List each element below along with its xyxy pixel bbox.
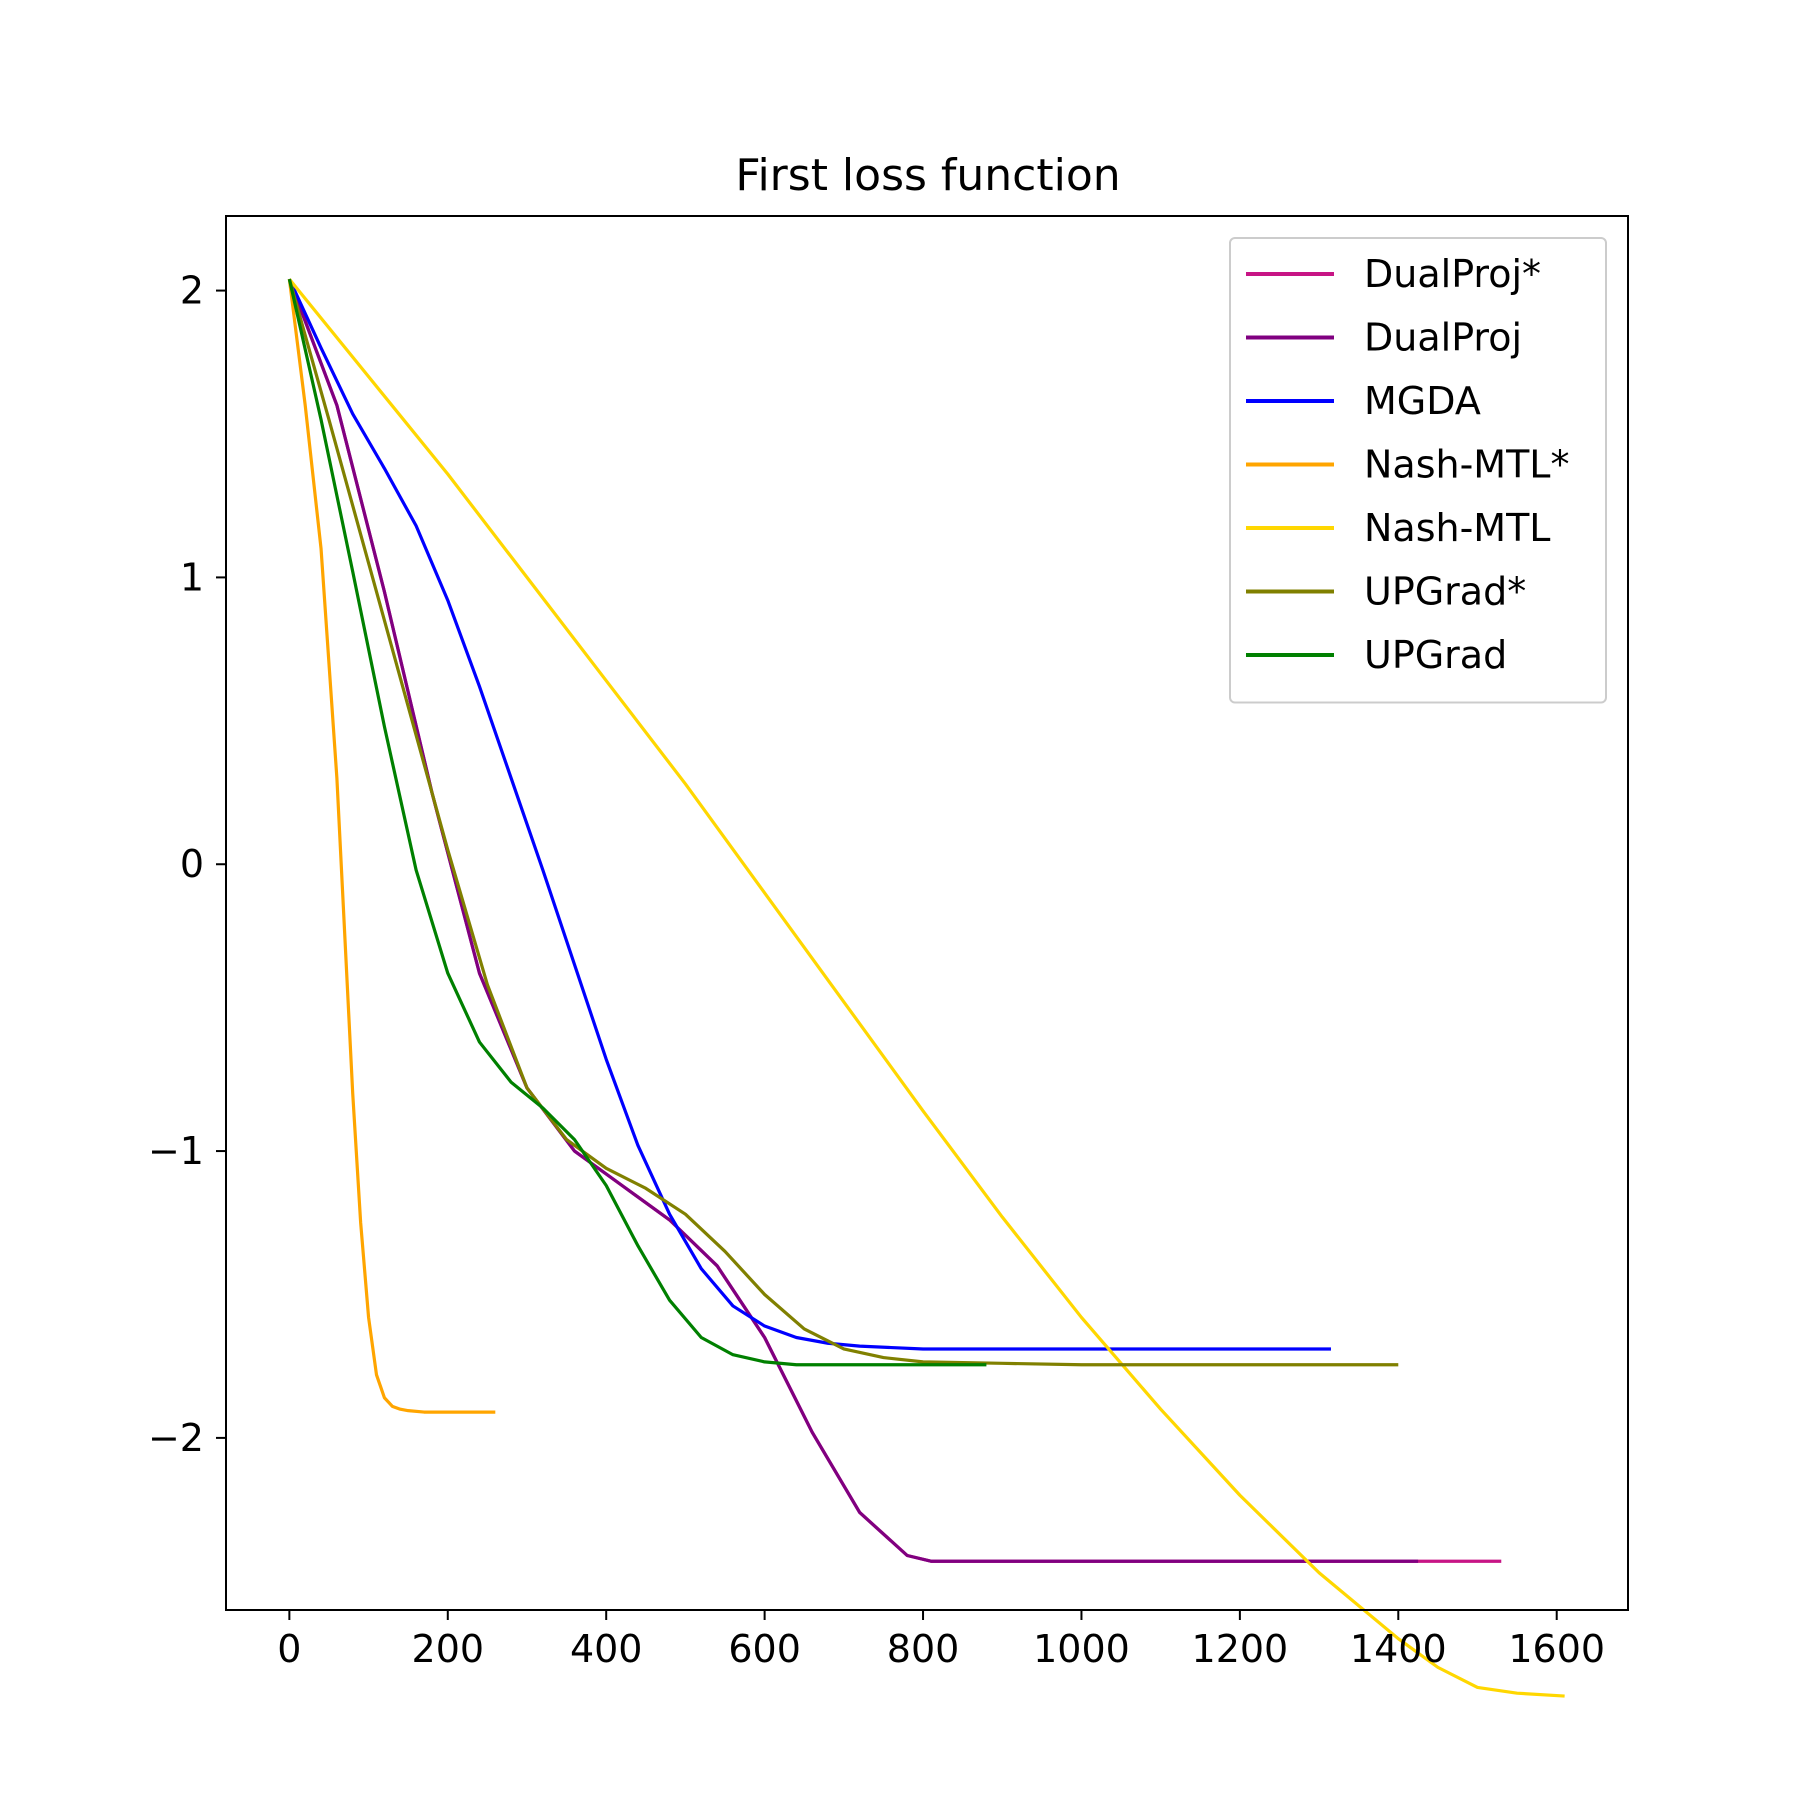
x-tick-label: 1200 xyxy=(1192,1627,1289,1671)
legend: DualProj* DualProj MGDA Nash-MTL* Nash-MTL UP… xyxy=(1229,237,1607,704)
y-tick-label: 2 xyxy=(180,269,204,313)
y-tick-label: −2 xyxy=(148,1416,204,1460)
x-tick-label: 600 xyxy=(728,1627,801,1671)
legend-label-6: UPGrad xyxy=(1364,633,1507,677)
plot-frame xyxy=(225,215,1629,1611)
series-line-5 xyxy=(287,278,1399,1367)
series-line-6 xyxy=(287,278,987,1367)
series-line-2 xyxy=(287,278,1331,1351)
legend-label-2: MGDA xyxy=(1364,379,1481,423)
legend-box xyxy=(1229,237,1607,704)
x-tick-label: 0 xyxy=(277,1627,301,1671)
legend-label-3: Nash-MTL* xyxy=(1364,443,1569,487)
chart-title: First loss function xyxy=(735,150,1120,201)
y-axis: 2 1 0 −1 −2 xyxy=(148,269,226,1460)
legend-label-0: DualProj* xyxy=(1364,252,1541,296)
x-tick-label: 1000 xyxy=(1033,1627,1130,1671)
y-tick-label: 0 xyxy=(180,842,204,886)
series-layer xyxy=(287,278,1565,1698)
x-axis: 0 200 400 600 800 1000 1200 1400 1600 xyxy=(277,1610,1605,1671)
series-line-4 xyxy=(288,278,1565,1698)
legend-label-5: UPGrad* xyxy=(1364,570,1526,614)
x-tick-label: 1600 xyxy=(1508,1627,1605,1671)
y-tick-label: 1 xyxy=(180,555,204,599)
x-tick-label: 200 xyxy=(412,1627,485,1671)
legend-label-1: DualProj xyxy=(1364,316,1522,360)
legend-label-4: Nash-MTL xyxy=(1364,506,1550,550)
x-tick-label: 800 xyxy=(887,1627,960,1671)
x-tick-label: 400 xyxy=(570,1627,643,1671)
x-tick-label: 1400 xyxy=(1350,1627,1447,1671)
y-tick-label: −1 xyxy=(148,1129,204,1173)
series-line-3 xyxy=(287,278,496,1414)
